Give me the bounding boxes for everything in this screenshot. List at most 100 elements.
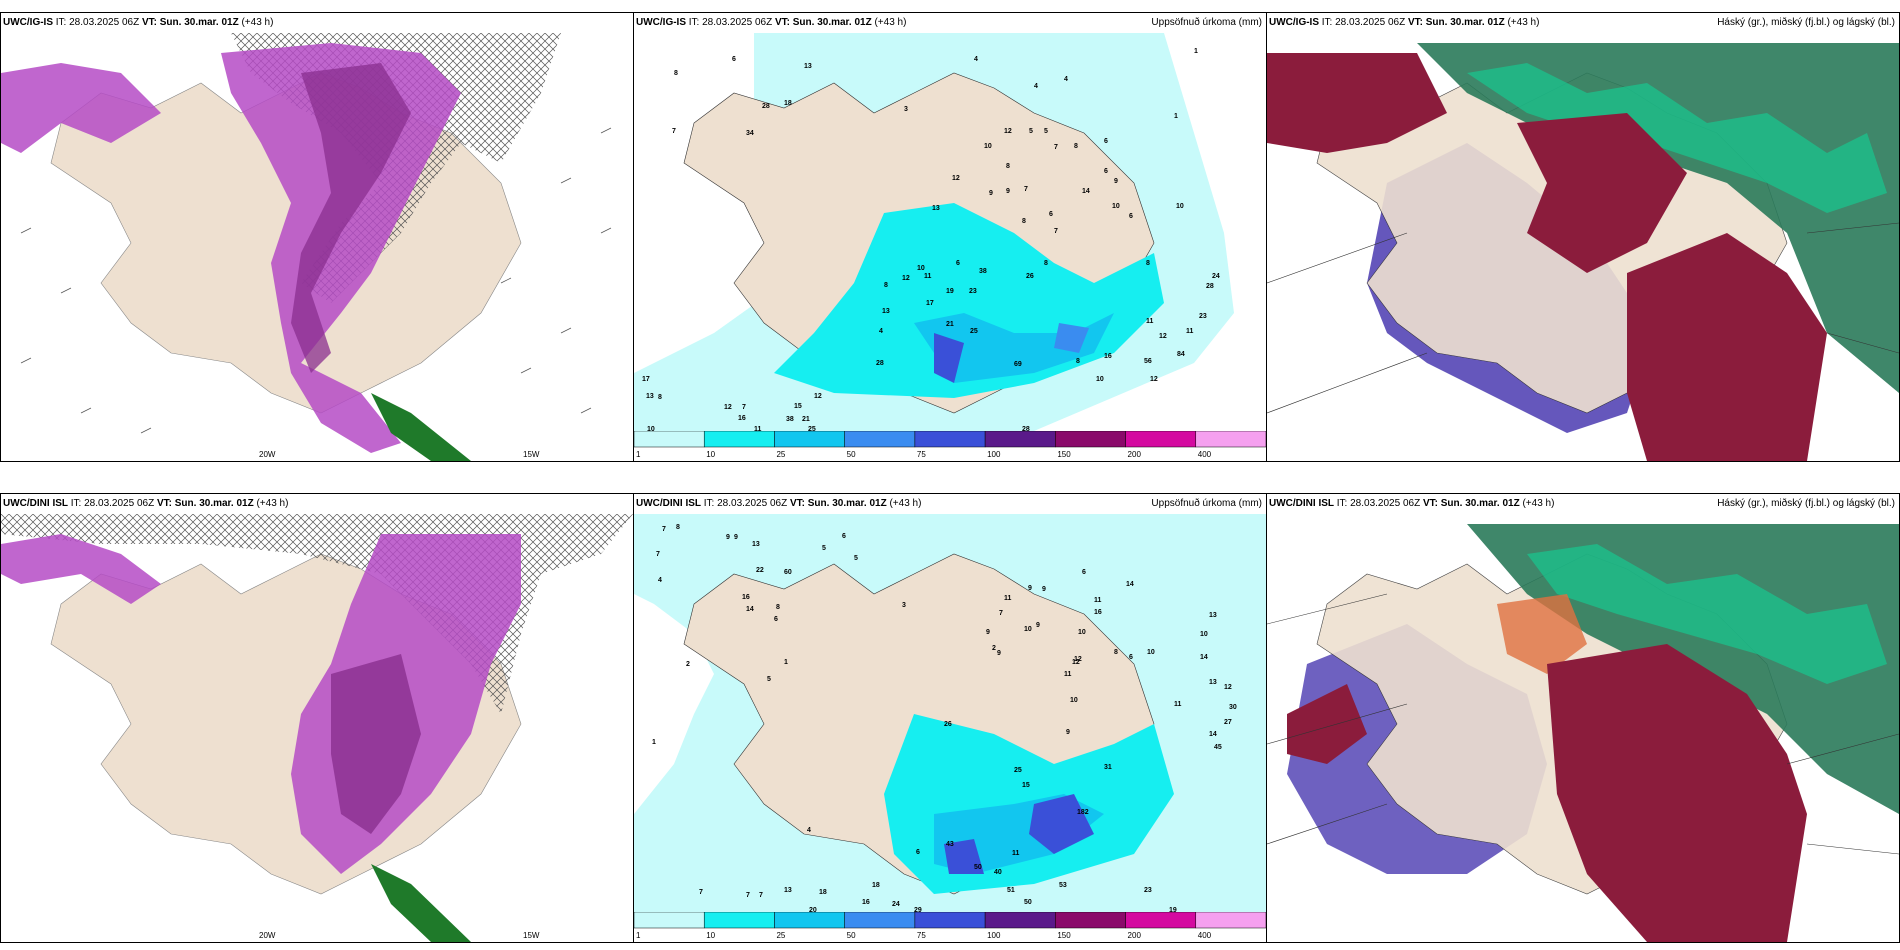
- vt-value: Sun. 30.mar. 01Z: [1425, 17, 1505, 28]
- precip-value: 13: [752, 541, 760, 548]
- precip-value: 9: [1042, 586, 1046, 593]
- it-label: IT:: [688, 17, 700, 28]
- green-plume: [371, 393, 471, 461]
- cloud-map: [1267, 514, 1899, 942]
- precip-value: 18: [872, 882, 880, 889]
- precip-value: 25: [808, 426, 816, 431]
- precip-value: 12: [902, 275, 910, 282]
- colorbar-segment: [634, 912, 705, 929]
- precip-value: 28: [876, 360, 884, 367]
- precip-value: 5: [767, 676, 771, 683]
- precip-value: 6: [1104, 138, 1108, 145]
- precip-value: 25: [970, 328, 978, 335]
- high-cloud-nw: [1267, 53, 1447, 153]
- precip-value: 14: [1082, 188, 1090, 195]
- precip-value: 3: [904, 106, 908, 113]
- precip-value: 28: [762, 103, 770, 110]
- precip-value: 29: [914, 907, 922, 912]
- precip-value: 1: [1194, 48, 1198, 55]
- wind-map: 20W 15W: [1, 33, 633, 461]
- precip-value: 6: [956, 260, 960, 267]
- precip-value: 2: [992, 645, 996, 652]
- colorbar-segment: [1055, 431, 1126, 448]
- precip-value: 5: [822, 545, 826, 552]
- precip-value: 13: [784, 887, 792, 894]
- colorbar: 1 10 25 50 75 100 150 200 400: [634, 431, 1266, 461]
- precip-value: 11: [924, 273, 932, 280]
- vt-value: Sun. 30.mar. 01Z: [174, 498, 254, 509]
- precip-value: 8: [674, 70, 678, 77]
- colorbar-segment: [844, 912, 916, 929]
- precip-value: 6: [1082, 569, 1086, 576]
- precip-value: 20: [809, 907, 817, 912]
- colorbar-tick-label: 25: [776, 450, 785, 459]
- lead-time: (+43 h): [889, 498, 922, 509]
- high-cloud-center: [1517, 113, 1687, 273]
- precip-value: 6: [732, 56, 736, 63]
- precip-value: 13: [932, 205, 940, 212]
- precip-value: 30: [1229, 704, 1237, 711]
- panel-title: Háský (gr.), miðský (fj.bl.) og lágský (…: [1717, 498, 1895, 509]
- colorbar-segment: [774, 431, 845, 448]
- vt-label: VT:: [156, 498, 172, 509]
- precip-value: 12: [1074, 656, 1082, 663]
- it-label: IT:: [1336, 498, 1348, 509]
- vt-label: VT:: [774, 17, 790, 28]
- precip-value: 8: [1076, 358, 1080, 365]
- precip-value: 10: [1096, 376, 1104, 383]
- lead-time: (+43 h): [874, 17, 907, 28]
- precip-value: 1: [652, 739, 656, 746]
- precip-value: 9: [726, 534, 730, 541]
- precip-value: 6: [842, 533, 846, 540]
- precip-value: 23: [969, 288, 977, 295]
- panel-header: UWC/IG-IS IT: 28.03.2025 06Z VT: Sun. 30…: [1, 13, 633, 33]
- precip-value: 12: [1224, 684, 1232, 691]
- panel-wind-top: UWC/IG-IS IT: 28.03.2025 06Z VT: Sun. 30…: [0, 12, 634, 462]
- colorbar-segment: [914, 912, 986, 929]
- colorbar-segment: [1055, 912, 1126, 929]
- precip-value: 13: [1209, 612, 1217, 619]
- precip-value: 18: [819, 889, 827, 896]
- panel-precip-bottom: UWC/DINI ISL IT: 28.03.2025 06Z VT: Sun.…: [633, 493, 1267, 943]
- precip-value: 7: [1024, 186, 1028, 193]
- colorbar-tick-label: 25: [776, 931, 785, 940]
- precip-value: 24: [892, 901, 900, 908]
- precip-value: 10: [1070, 697, 1078, 704]
- precip-value: 1: [784, 659, 788, 666]
- precip-value: 7: [1054, 228, 1058, 235]
- precip-value: 26: [944, 721, 952, 728]
- precip-value: 12: [814, 393, 822, 400]
- panel-header: UWC/DINI ISL IT: 28.03.2025 06Z VT: Sun.…: [1, 494, 633, 514]
- panel-title: Háský (gr.), miðský (fj.bl.) og lágský (…: [1717, 17, 1895, 28]
- precip-value: 21: [946, 321, 954, 328]
- lon-label-15w: 15W: [523, 450, 540, 459]
- grid-lines: [1267, 593, 1899, 855]
- colorbar-segment: [703, 431, 775, 448]
- precip-value: 28: [1022, 426, 1030, 431]
- colorbar-segment: [844, 431, 916, 448]
- precip-value: 24: [1212, 273, 1220, 280]
- colorbar-tick-label: 100: [987, 450, 1001, 459]
- precip-value: 28: [1206, 283, 1214, 290]
- it-value: 28.03.2025 06Z: [84, 498, 155, 509]
- precip-value: 12: [1159, 333, 1167, 340]
- vt-value: Sun. 30.mar. 01Z: [159, 17, 239, 28]
- precip-value: 10: [1024, 626, 1032, 633]
- cloud-map: [1267, 33, 1899, 461]
- it-label: IT:: [55, 17, 67, 28]
- precip-value: 10: [917, 265, 925, 272]
- colorbar-segment: [1125, 912, 1197, 929]
- lon-label-20w: 20W: [259, 450, 276, 459]
- precip-nw: [1, 534, 161, 604]
- lead-time: (+43 h): [241, 17, 274, 28]
- precip-value: 14: [1126, 581, 1134, 588]
- precip-value: 5: [1044, 128, 1048, 135]
- precip-value: 34: [746, 130, 754, 137]
- precip-value: 27: [1224, 719, 1232, 726]
- colorbar-tick-label: 400: [1198, 450, 1212, 459]
- precip-value: 7: [742, 404, 746, 411]
- colorbar-tick-label: 150: [1057, 450, 1071, 459]
- lead-time: (+43 h): [1522, 498, 1555, 509]
- precip-value: 25: [1014, 767, 1022, 774]
- precip-value: 9: [989, 190, 993, 197]
